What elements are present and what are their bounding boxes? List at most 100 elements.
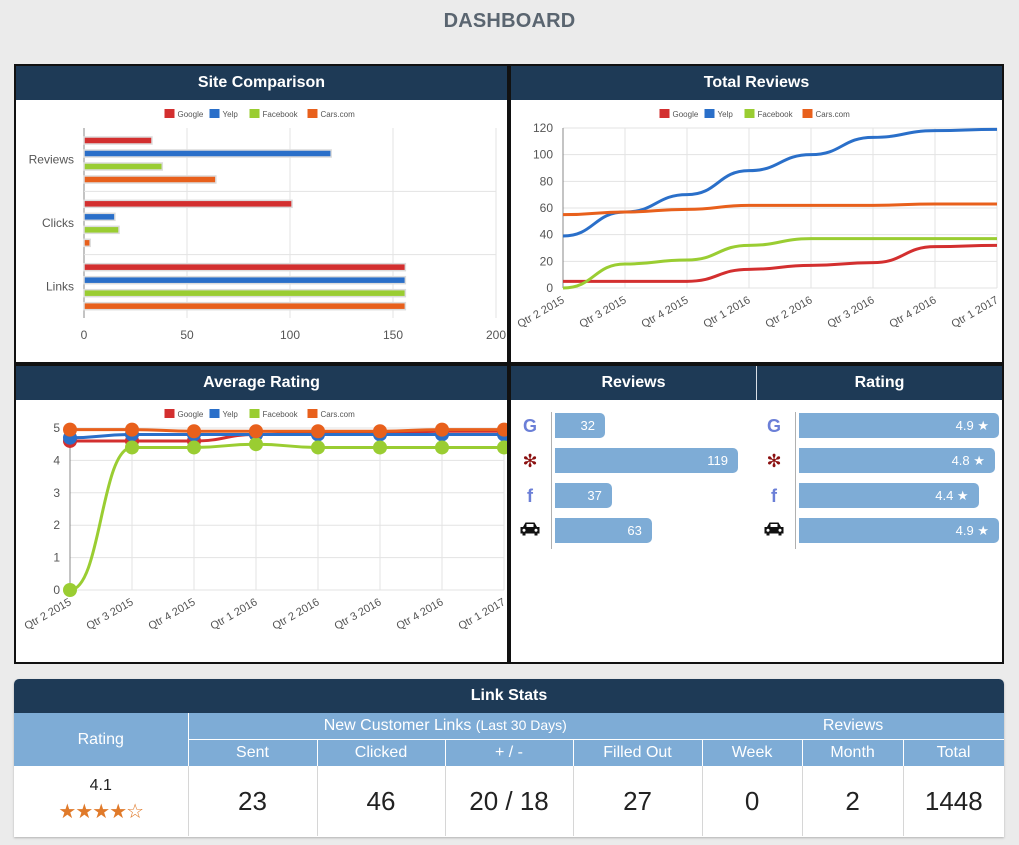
bar-facebook-reviews: [83, 162, 164, 171]
reviews-row-cars: 63: [515, 513, 760, 548]
bar-cars-com-clicks: [83, 238, 91, 248]
rating-axis-line: [795, 412, 796, 549]
point-facebook-1: [125, 440, 139, 455]
reviews-bar-yelp: 119: [555, 448, 738, 473]
y-tick-60: 60: [540, 201, 554, 215]
y-label-clicks: Clicks: [42, 216, 74, 230]
legend-label-google: Google: [178, 410, 204, 419]
facebook-icon: f: [527, 486, 533, 506]
site-comparison-chart: Google Yelp Facebook Cars.com 0 50 100 150 200 Re…: [29, 109, 506, 342]
y-tick-40: 40: [540, 228, 554, 242]
total-reviews-title: Total Reviews: [511, 66, 1002, 100]
total-reviews-chart: Google Yelp Facebook Cars.com 0 20 40 60 80 100 12…: [515, 109, 1001, 331]
point-facebook-3: [249, 437, 263, 452]
x-tick-qtr-2-2016: Qtr 2 2016: [763, 294, 814, 330]
legend-swatch-yelp: [209, 409, 220, 418]
bar-cars-com-reviews: [83, 175, 217, 184]
y-tick-2: 2: [53, 518, 60, 532]
stat-value-sent: 23: [188, 766, 318, 836]
legend-label-facebook: Facebook: [263, 110, 299, 119]
rating-row-google: G 4.9 ★: [759, 408, 1004, 443]
summary-panel: Reviews Rating G 32 ✻ 119 f 37 63 G 4.9 ★ ✻ 4.8 ★…: [509, 364, 1004, 664]
bar-yelp-clicks: [83, 212, 116, 222]
rating-bar-google: 4.9 ★: [799, 413, 999, 438]
rating-row-facebook: f 4.4 ★: [759, 478, 1004, 513]
rating-value: 4.1: [89, 776, 112, 794]
rating-bar-cars: 4.9 ★: [799, 518, 999, 543]
x-tick-qtr-3-2016: Qtr 3 2016: [332, 596, 383, 632]
google-icon: G: [766, 416, 781, 436]
legend-label-yelp: Yelp: [718, 110, 734, 119]
point-cars-com-2: [187, 424, 201, 439]
stat-value-week: 0: [702, 766, 803, 836]
x-tick-qtr-4-2015: Qtr 4 2015: [639, 294, 690, 330]
x-tick-0: 0: [81, 328, 88, 342]
legend-label-facebook: Facebook: [758, 110, 794, 119]
legend-swatch-facebook: [249, 109, 260, 118]
y-tick-20: 20: [540, 254, 554, 268]
site-comparison-panel: Site Comparison Google Yelp Facebook Cars.c…: [14, 64, 509, 364]
x-tick-qtr-2-2015: Qtr 2 2015: [22, 596, 73, 632]
column-header-total: Total: [903, 739, 1004, 766]
legend-swatch-google: [164, 109, 175, 118]
x-tick-qtr-3-2015: Qtr 3 2015: [84, 596, 135, 632]
legend-label-google: Google: [673, 110, 699, 119]
reviews-group-header: Reviews: [702, 713, 1004, 740]
point-cars-com-3: [249, 424, 263, 439]
x-tick-200: 200: [486, 328, 506, 342]
legend-swatch-google: [659, 109, 670, 118]
line-google: [562, 243, 998, 283]
column-header-sent: Sent: [188, 739, 318, 766]
y-tick-3: 3: [53, 486, 60, 500]
legend-swatch-cars-com: [307, 409, 318, 418]
x-tick-qtr-1-2017: Qtr 1 2017: [949, 294, 1000, 330]
link-stats-table: Rating New Customer Links (Last 30 Days)…: [14, 713, 1004, 836]
google-icon: G: [522, 416, 537, 436]
average-rating-panel: Average Rating Google Yelp Facebook Cars.co…: [14, 364, 511, 664]
rating-bars: G 4.9 ★ ✻ 4.8 ★ f 4.4 ★ 4.9 ★: [759, 408, 1004, 548]
legend-label-cars-com: Cars.com: [321, 410, 356, 419]
x-tick-qtr-2-2016: Qtr 2 2016: [270, 596, 321, 632]
yelp-icon: ✻: [766, 451, 782, 471]
bar-yelp-reviews: [83, 149, 332, 158]
point-facebook-2: [187, 440, 201, 455]
point-facebook-0: [63, 583, 77, 597]
point-cars-com-0: [63, 422, 77, 437]
legend-swatch-facebook: [744, 109, 755, 118]
stat-value-total: 1448: [924, 785, 983, 816]
link-stats-title: Link Stats: [14, 679, 1004, 713]
bar-cars-com-links: [83, 301, 407, 311]
legend-label-yelp: Yelp: [223, 110, 239, 119]
bar-yelp-links: [83, 275, 407, 285]
column-header-: + / -: [445, 739, 574, 766]
column-header-week: Week: [702, 739, 803, 766]
x-tick-qtr-3-2015: Qtr 3 2015: [577, 294, 628, 330]
legend-label-cars-com: Cars.com: [321, 110, 356, 119]
y-tick-4: 4: [53, 453, 60, 467]
facebook-icon: f: [771, 486, 777, 506]
legend-label-facebook: Facebook: [263, 410, 299, 419]
reviews-row-facebook: f 37: [515, 478, 760, 513]
point-facebook-6: [435, 440, 449, 455]
legend-swatch-cars-com: [802, 109, 813, 118]
legend-label-google: Google: [178, 110, 204, 119]
rating-row-cars: 4.9 ★: [759, 513, 1004, 548]
x-tick-qtr-4-2016: Qtr 4 2016: [887, 294, 938, 330]
rating-row-yelp: ✻ 4.8 ★: [759, 443, 1004, 478]
point-cars-com-4: [311, 424, 325, 439]
stat-value-plus-minus: 20 / 18: [445, 766, 574, 836]
reviews-bar-cars: 63: [555, 518, 652, 543]
point-cars-com-5: [373, 424, 387, 439]
y-tick-5: 5: [53, 421, 60, 435]
stat-value-filled-out: 27: [573, 766, 703, 836]
cars-icon: [515, 519, 545, 543]
bar-google-links: [83, 262, 407, 272]
legend-label-yelp: Yelp: [223, 410, 239, 419]
reviews-row-yelp: ✻ 119: [515, 443, 760, 478]
x-tick-qtr-4-2016: Qtr 4 2016: [394, 596, 445, 632]
x-tick-qtr-1-2017: Qtr 1 2017: [456, 596, 507, 632]
rating-bar-yelp: 4.8 ★: [799, 448, 995, 473]
bar-google-clicks: [83, 199, 293, 209]
x-tick-qtr-4-2015: Qtr 4 2015: [146, 596, 197, 632]
stat-value-clicked: 46: [317, 766, 446, 836]
